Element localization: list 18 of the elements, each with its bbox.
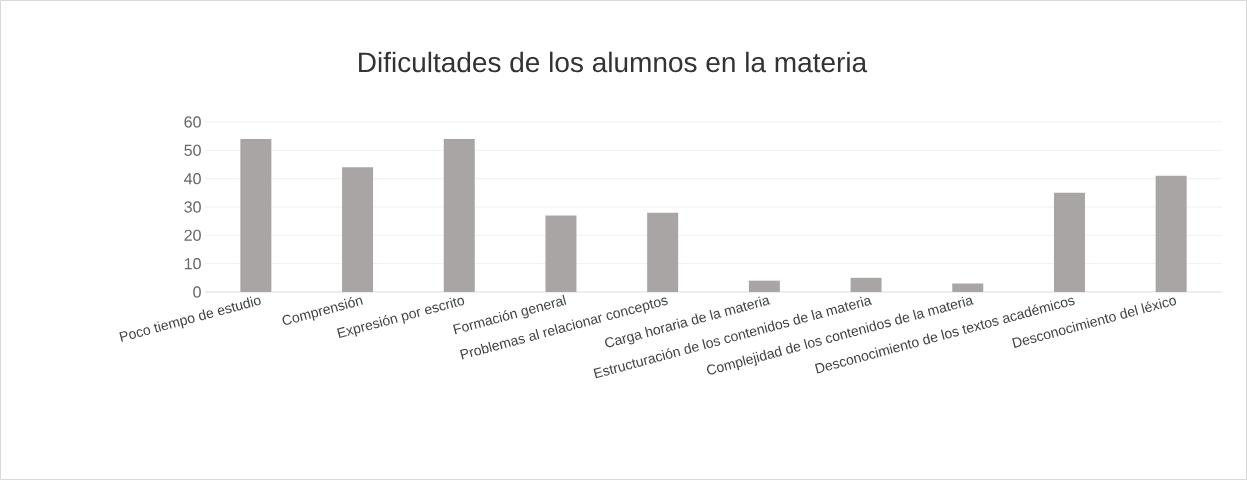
bar xyxy=(952,283,984,292)
bar xyxy=(647,212,679,292)
bar xyxy=(342,167,374,292)
bar xyxy=(1155,175,1187,292)
bar xyxy=(748,280,780,292)
bar xyxy=(240,138,272,292)
y-tick-label: 60 xyxy=(184,116,201,128)
y-tick-label: 20 xyxy=(184,229,201,241)
bar xyxy=(1053,192,1085,292)
y-tick-label: 0 xyxy=(193,286,201,298)
bar xyxy=(850,277,882,292)
y-tick-label: 50 xyxy=(184,144,201,156)
chart-title: Dificultades de los alumnos en la materia xyxy=(359,51,868,73)
y-tick-label: 10 xyxy=(184,257,201,270)
bar xyxy=(443,138,475,292)
bar xyxy=(545,215,577,292)
y-tick-label: 30 xyxy=(184,201,201,213)
y-tick-label: 40 xyxy=(184,172,201,185)
